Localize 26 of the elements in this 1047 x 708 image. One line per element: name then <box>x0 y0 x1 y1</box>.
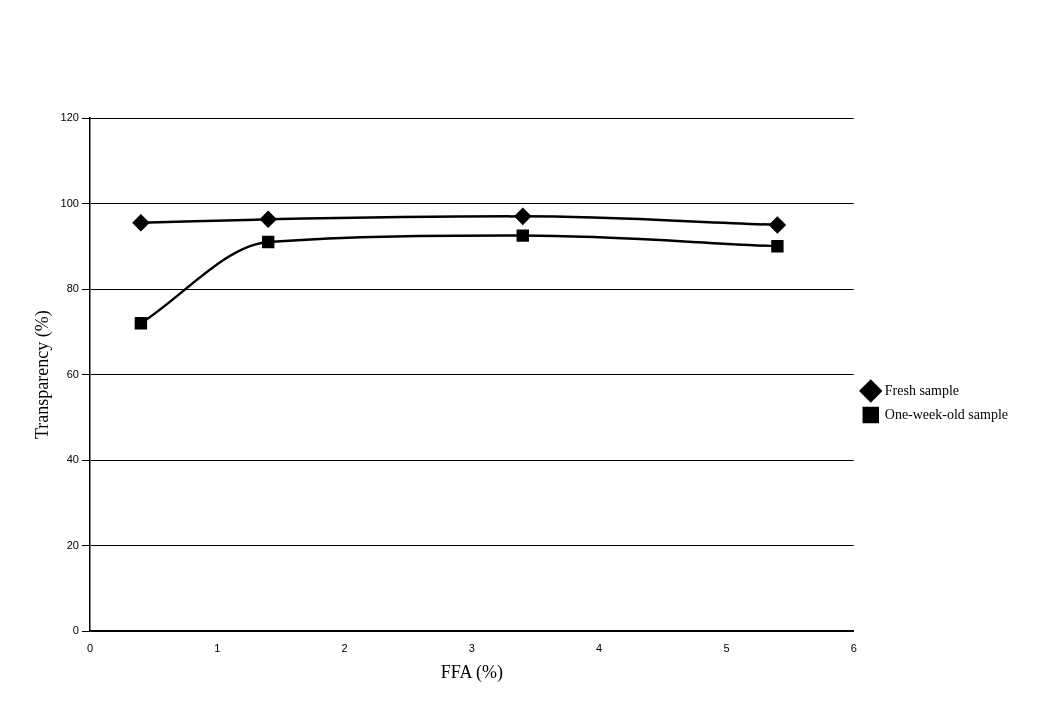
point <box>132 214 150 232</box>
x-tick-label: 0 <box>86 641 94 654</box>
point <box>516 229 529 242</box>
point <box>771 240 784 253</box>
y-tick-label: 60 <box>66 367 79 380</box>
point <box>261 235 275 249</box>
x-tick-label: 3 <box>468 641 475 654</box>
y-tick-label: 100 <box>60 196 79 209</box>
y-tick-label: 20 <box>66 538 79 551</box>
y-tick-label: 120 <box>60 111 79 124</box>
point <box>769 216 786 234</box>
point <box>134 317 148 330</box>
x-tick-label: 5 <box>723 641 730 654</box>
x-tick-label: 1 <box>214 641 221 654</box>
point <box>259 211 277 228</box>
legend-label: Fresh sample <box>884 382 960 398</box>
x-tick-label: 6 <box>850 641 857 654</box>
legend-label: One-week-old sample <box>884 406 1008 422</box>
point <box>514 208 532 225</box>
y-tick-label: 80 <box>66 282 79 295</box>
y-tick-label: 0 <box>72 624 79 637</box>
x-tick-label: 2 <box>341 641 348 654</box>
x-axis-title: FFA (%) <box>440 661 503 683</box>
y-axis-title: Transparency (%) <box>31 310 53 439</box>
x-tick-label: 4 <box>596 641 603 654</box>
y-tick-label: 40 <box>66 453 79 466</box>
